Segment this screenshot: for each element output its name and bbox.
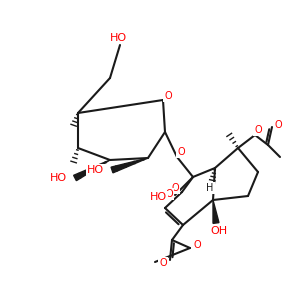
Text: O: O [171, 183, 179, 193]
Text: O: O [177, 147, 185, 157]
Text: HO: HO [110, 33, 127, 43]
Text: HO: HO [50, 173, 67, 183]
Polygon shape [74, 160, 110, 181]
Text: OH: OH [210, 226, 228, 236]
Text: H: H [206, 183, 214, 193]
Text: O: O [165, 189, 173, 199]
Text: O: O [193, 240, 201, 250]
Text: O: O [159, 258, 167, 268]
Text: O: O [274, 120, 282, 130]
Text: HO: HO [87, 165, 104, 175]
Text: O: O [164, 91, 172, 101]
Polygon shape [111, 158, 148, 173]
Polygon shape [213, 200, 219, 224]
Text: HO: HO [149, 192, 167, 202]
Text: O: O [254, 125, 262, 135]
